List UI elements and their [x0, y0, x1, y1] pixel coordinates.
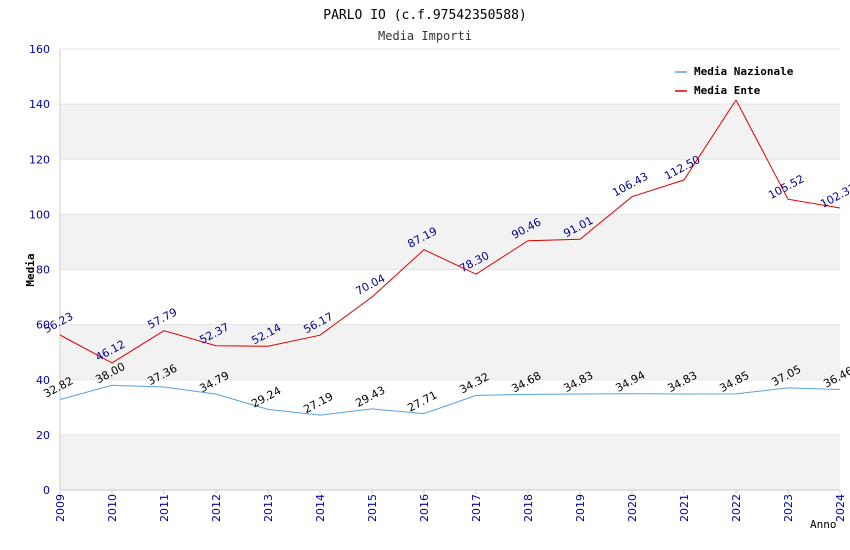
x-tick-label: 2016: [418, 494, 431, 522]
y-tick-label: 120: [29, 153, 50, 166]
data-label: 27.71: [405, 388, 439, 414]
background-band: [60, 434, 840, 490]
x-tick-label: 2012: [210, 494, 223, 522]
x-tick-label: 2017: [470, 494, 483, 522]
data-label: 70.04: [353, 272, 387, 298]
data-label: 102.33: [818, 181, 850, 211]
y-tick-label: 140: [29, 98, 50, 111]
background-bands: [60, 104, 840, 490]
series-line-media-nazionale: [59, 384, 841, 416]
x-tick-label: 2013: [262, 494, 275, 522]
y-axis-label: Media: [24, 253, 37, 286]
x-tick-label: 2019: [574, 494, 587, 522]
y-tick-label: 100: [29, 208, 50, 221]
y-tick-label: 160: [29, 43, 50, 56]
series-line-media-ente: [59, 99, 841, 364]
y-tick-label: 0: [43, 484, 50, 497]
x-tick-label: 2024: [834, 494, 847, 522]
x-tick-label: 2014: [314, 494, 327, 522]
legend: Media Nazionale Media Ente: [670, 60, 809, 100]
x-tick-label: 2023: [782, 494, 795, 522]
chart-title: PARLO IO (c.f.97542350588): [323, 8, 527, 23]
y-tick-label: 20: [36, 429, 50, 442]
legend-label-media-ente: Media Ente: [694, 84, 761, 97]
x-tick-label: 2009: [54, 494, 67, 522]
chart-subtitle: Media Importi: [378, 29, 472, 43]
background-band: [60, 104, 840, 160]
data-label: 106.43: [610, 170, 650, 200]
x-tick-label: 2010: [106, 494, 119, 522]
data-label: 105.52: [766, 172, 806, 202]
y-tick-label: 80: [36, 264, 50, 277]
x-tick-label: 2021: [678, 494, 691, 522]
legend-label-media-nazionale: Media Nazionale: [694, 65, 794, 78]
data-label: 27.19: [301, 390, 335, 416]
x-tick-label: 2020: [626, 494, 639, 522]
x-tick-label: 2018: [522, 494, 535, 522]
background-band: [60, 324, 840, 380]
y-tick-label: 60: [36, 319, 50, 332]
x-tick-label: 2015: [366, 494, 379, 522]
y-tick-label: 40: [36, 374, 50, 387]
data-label: 29.43: [353, 384, 387, 410]
series-lines: [59, 99, 841, 416]
legend-box: [670, 60, 809, 100]
x-tick-labels: 2009 2010 2011 2012 2013 2014 2015 2016 2017 2018…: [54, 490, 847, 522]
x-tick-label: 2011: [158, 494, 171, 522]
data-label: 29.24: [249, 384, 283, 410]
y-tick-labels: 0 20 40 60 80 100 120 140 160: [29, 43, 50, 497]
background-band: [60, 214, 840, 270]
x-tick-label: 2022: [730, 494, 743, 522]
x-axis-label: Anno: [810, 518, 837, 531]
